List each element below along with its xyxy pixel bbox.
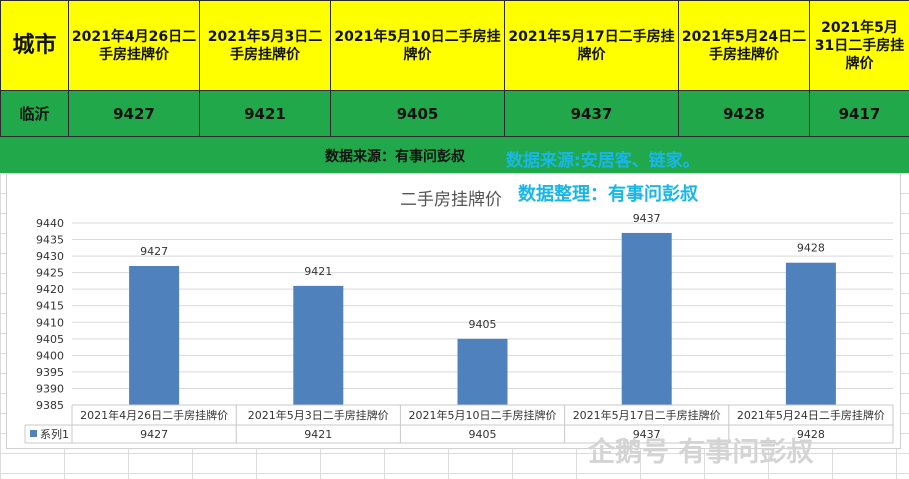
city-header: 城市	[0, 0, 69, 91]
chart-title: 二手房挂牌价	[400, 190, 502, 210]
source-row	[0, 137, 909, 173]
price-cell: 9417	[809, 90, 909, 137]
date-header: 2021年4月26日二手房挂牌价	[68, 0, 200, 91]
table-header-row: 城市 2021年4月26日二手房挂牌价 2021年5月3日二手房挂牌价 2021…	[0, 0, 909, 91]
price-cell: 9428	[678, 90, 810, 137]
date-header: 2021年5月31日二手房挂牌价	[809, 0, 909, 91]
overlay-editor-text: 数据整理：有事问彭叔	[518, 184, 698, 205]
watermark-text: 企鹅号 有事问彭叔	[588, 437, 814, 468]
price-cell: 9421	[199, 90, 331, 137]
source-note: 数据来源：有事问彭叔	[325, 149, 465, 165]
city-name: 临沂	[0, 90, 69, 137]
date-header: 2021年5月24日二手房挂牌价	[678, 0, 810, 91]
date-header: 2021年5月3日二手房挂牌价	[199, 0, 331, 91]
date-header: 2021年5月17日二手房挂牌价	[504, 0, 679, 91]
table-row: 临沂 9427 9421 9405 9437 9428 9417	[0, 90, 909, 137]
price-cell: 9427	[68, 90, 200, 137]
chart-area[interactable]	[6, 173, 901, 449]
overlay-source-text: 数据来源:安居客、链家。	[506, 151, 700, 171]
price-table: 城市 2021年4月26日二手房挂牌价 2021年5月3日二手房挂牌价 2021…	[0, 0, 909, 137]
price-cell: 9437	[504, 90, 679, 137]
price-cell: 9405	[330, 90, 505, 137]
date-header: 2021年5月10日二手房挂牌价	[330, 0, 505, 91]
